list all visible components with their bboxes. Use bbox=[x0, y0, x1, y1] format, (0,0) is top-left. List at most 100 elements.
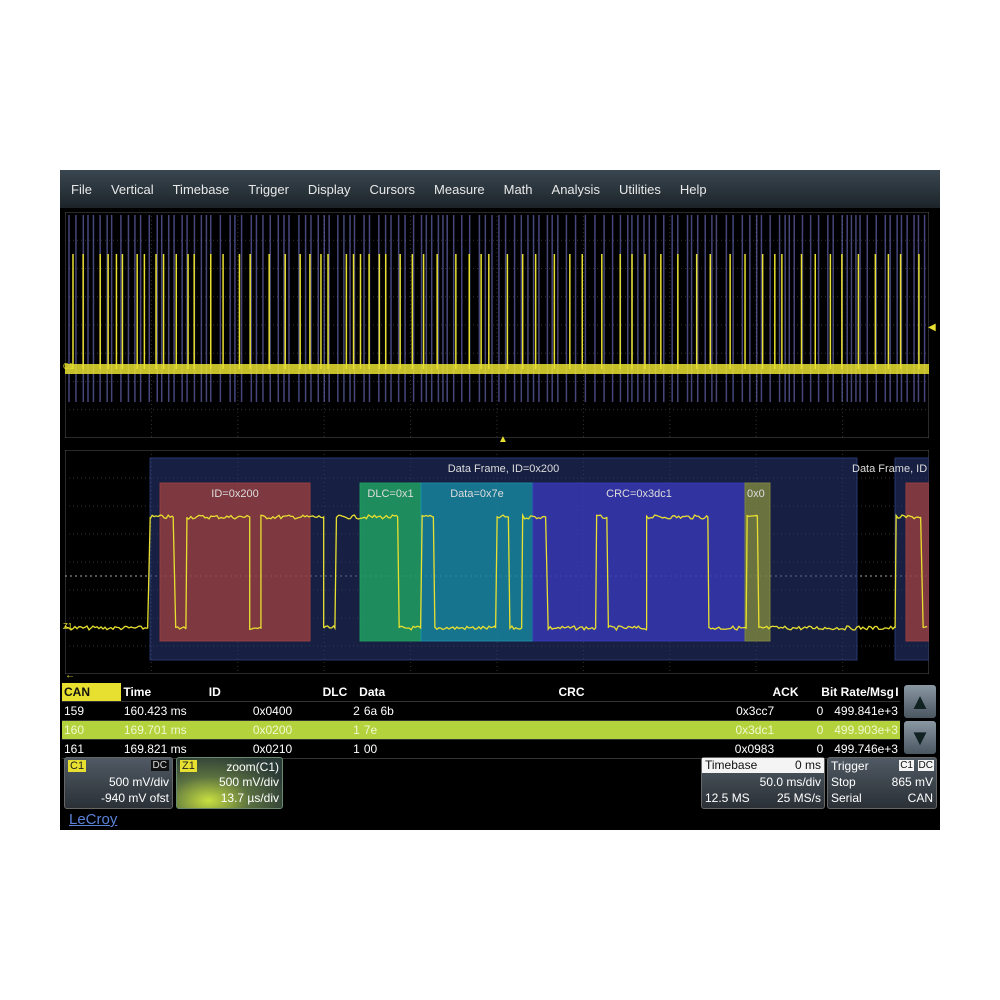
timebase-delay: 0 ms bbox=[794, 758, 821, 772]
scroll-up-button[interactable]: ▲ bbox=[904, 685, 936, 718]
crc-field-label: CRC=0x3dc1 bbox=[606, 488, 672, 500]
zoom-trace-grid: Data Frame, ID=0x200 Data Frame, ID ID=0x2… bbox=[65, 450, 929, 674]
menu-trigger[interactable]: Trigger bbox=[248, 181, 289, 197]
cell-ack: 0 bbox=[816, 723, 824, 737]
data-cell: 1 7e bbox=[349, 721, 555, 739]
dlc-field-label: DLC=0x1 bbox=[367, 488, 413, 500]
cell-dlc: 1 bbox=[353, 723, 360, 737]
data-cell: 1 00 bbox=[349, 740, 555, 758]
trigger-coupling: DC bbox=[917, 760, 934, 771]
z1-zoom-descriptor[interactable]: Z1 zoom(C1) 500 mV/div 13.7 µs/div bbox=[176, 757, 283, 809]
spacer bbox=[294, 721, 349, 739]
cell-bitrate: 499.841e+3 bbox=[834, 704, 898, 718]
cell-can-index: 161 bbox=[64, 742, 85, 756]
menu-cursors[interactable]: Cursors bbox=[369, 181, 416, 197]
col-bitrate[interactable]: Bit Rate/Msg bbox=[821, 685, 894, 699]
next-id-field bbox=[905, 482, 929, 642]
c1-scale: 500 mV/div bbox=[108, 775, 169, 789]
z1-waveform bbox=[65, 512, 928, 632]
crc-field bbox=[532, 482, 746, 642]
menu-file[interactable]: File bbox=[71, 181, 92, 197]
table-row[interactable]: 161 169.821 ms 0x0210 1 00 0x0983 0 499.746e+3 bbox=[62, 740, 900, 759]
cell-crc: 0x0983 bbox=[734, 742, 775, 756]
menu-vertical[interactable]: Vertical bbox=[110, 181, 154, 197]
trigger-level-marker[interactable]: ◀ bbox=[928, 322, 936, 333]
col-time[interactable]: Time bbox=[123, 685, 152, 699]
cell-id: 0x0400 bbox=[252, 704, 293, 718]
oscilloscope-screen: File Vertical Timebase Trigger Display Cursor… bbox=[60, 170, 940, 830]
z1-scale: 500 mV/div bbox=[218, 775, 279, 789]
trigger-level: 865 mV bbox=[891, 775, 933, 789]
spacer bbox=[294, 702, 349, 720]
cell-crc: 0x3cc7 bbox=[736, 704, 775, 718]
menu-bar: File Vertical Timebase Trigger Display Cursor… bbox=[60, 170, 940, 208]
cell-id: 0x0210 bbox=[252, 742, 293, 756]
cell-can-index: 159 bbox=[64, 704, 85, 718]
cell-id: 0x0200 bbox=[252, 723, 293, 737]
col-extra[interactable]: I bbox=[895, 685, 899, 699]
z1-trace-label: Z1 bbox=[63, 622, 73, 631]
col-id[interactable]: ID bbox=[208, 685, 221, 699]
c1-tag: C1 bbox=[68, 760, 87, 772]
trigger-type: Serial bbox=[831, 791, 862, 805]
col-ack[interactable]: ACK bbox=[772, 685, 799, 699]
id-field-label: ID=0x200 bbox=[211, 488, 258, 500]
c1-trace-label: C1 bbox=[63, 362, 74, 371]
trigger-title: Trigger bbox=[831, 759, 869, 773]
c1-baseline bbox=[65, 364, 929, 374]
trigger-protocol: CAN bbox=[907, 791, 933, 805]
menu-help[interactable]: Help bbox=[679, 181, 707, 197]
table-row[interactable]: 160 169.701 ms 0x0200 1 7e 0x3dc1 0 499.903e+3 bbox=[62, 721, 900, 740]
cell-data: 00 bbox=[363, 742, 378, 756]
col-can[interactable]: CAN bbox=[62, 683, 122, 701]
timebase-header: Timebase 0 ms bbox=[702, 758, 824, 773]
scroll-left-arrow-icon[interactable]: ← bbox=[65, 670, 75, 681]
timebase-rate: 25 MS/s bbox=[776, 791, 821, 805]
cell-data: 7e bbox=[363, 723, 378, 737]
lecroy-logo[interactable]: LeCroy bbox=[69, 811, 118, 828]
cell-can-index: 160 bbox=[64, 723, 85, 737]
data-frame-label: Data Frame, ID=0x200 bbox=[448, 463, 560, 475]
col-data[interactable]: Data bbox=[359, 685, 386, 699]
dlc-field bbox=[359, 482, 422, 642]
z1-time-scale: 13.7 µs/div bbox=[220, 791, 279, 805]
z1-source: zoom(C1) bbox=[226, 760, 279, 774]
coupling-badge: DC bbox=[150, 760, 169, 771]
cell-data: 6a 6b bbox=[363, 704, 394, 718]
scroll-down-button[interactable]: ▼ bbox=[904, 721, 936, 754]
table-row[interactable]: 159 160.423 ms 0x0400 2 6a 6b 0x3cc7 0 499.841e… bbox=[62, 702, 900, 721]
ack-field bbox=[744, 482, 771, 642]
c1-channel-descriptor[interactable]: C1 DC 500 mV/div -940 mV ofst bbox=[64, 757, 173, 809]
menu-measure[interactable]: Measure bbox=[434, 181, 485, 197]
trigger-mode: Stop bbox=[831, 775, 856, 789]
col-dlc[interactable]: DLC bbox=[322, 685, 348, 699]
table-header: CAN Time ID DLC Data CRC ACK Bit Rate/Ms… bbox=[62, 683, 900, 702]
menu-analysis[interactable]: Analysis bbox=[551, 181, 600, 197]
cell-time: 169.821 ms bbox=[123, 742, 187, 756]
z1-tag: Z1 bbox=[180, 760, 197, 772]
ack-field-label: 0x0 bbox=[747, 488, 765, 500]
cell-dlc: 1 bbox=[353, 742, 360, 756]
timebase-samples: 12.5 MS bbox=[705, 791, 750, 805]
data-field-label: Data=0x7e bbox=[450, 488, 504, 500]
cell-time: 169.701 ms bbox=[123, 723, 187, 737]
trigger-descriptor[interactable]: Trigger C1 DC Stop 865 mV Serial CAN bbox=[827, 757, 937, 809]
triangle-up-icon: ▲ bbox=[909, 688, 931, 714]
timebase-descriptor[interactable]: Timebase 0 ms 50.0 ms/div 12.5 MS 25 MS/… bbox=[701, 757, 825, 809]
menu-display[interactable]: Display bbox=[307, 181, 351, 197]
data-field bbox=[420, 482, 534, 642]
menu-math[interactable]: Math bbox=[503, 181, 533, 197]
menu-timebase[interactable]: Timebase bbox=[172, 181, 230, 197]
cell-bitrate: 499.903e+3 bbox=[834, 723, 898, 737]
cell-crc: 0x3dc1 bbox=[735, 723, 775, 737]
data-cell: 2 6a 6b bbox=[349, 702, 555, 720]
timebase-title: Timebase bbox=[705, 758, 758, 772]
timebase-scale: 50.0 ms/div bbox=[759, 775, 821, 789]
id-field bbox=[159, 482, 311, 642]
col-crc[interactable]: CRC bbox=[558, 685, 585, 699]
next-data-frame-label: Data Frame, ID bbox=[852, 463, 927, 475]
menu-utilities[interactable]: Utilities bbox=[618, 181, 661, 197]
trigger-position-marker[interactable]: ▲ bbox=[498, 434, 508, 445]
c1-offset: -940 mV ofst bbox=[100, 791, 169, 805]
trigger-source: C1 bbox=[899, 760, 914, 771]
